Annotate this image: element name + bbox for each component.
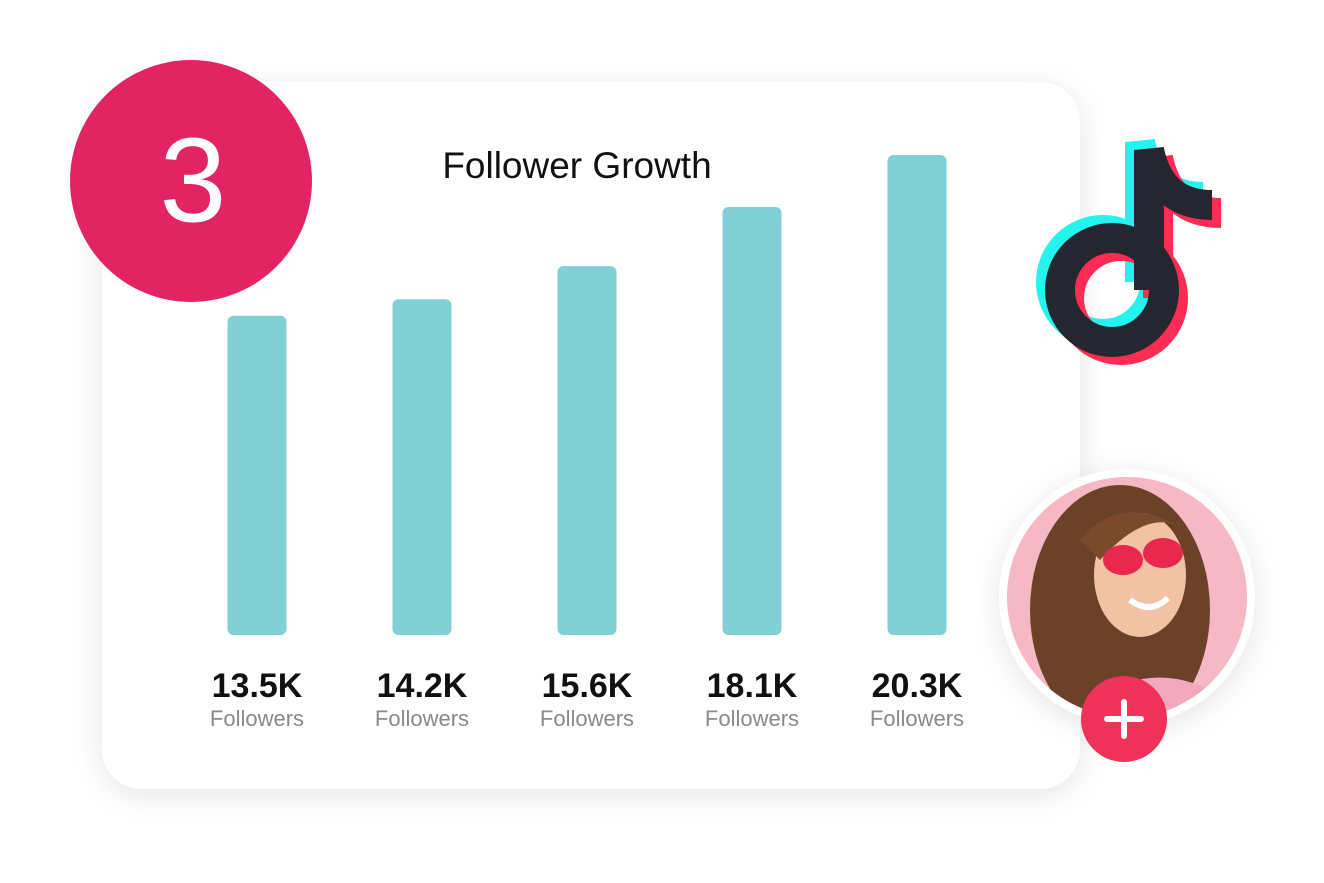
- value-label: 15.6K: [542, 667, 633, 705]
- step-number: 3: [160, 114, 227, 248]
- bar: [887, 155, 947, 635]
- bar: [722, 207, 782, 635]
- chart-title: Follower Growth: [442, 145, 711, 186]
- bar: [227, 315, 287, 635]
- category-label: Followers: [540, 706, 634, 731]
- value-label: 20.3K: [872, 667, 963, 705]
- value-label: 14.2K: [377, 667, 468, 705]
- category-label: Followers: [210, 706, 304, 731]
- category-label: Followers: [870, 706, 964, 731]
- bar: [557, 266, 617, 635]
- value-label: 13.5K: [212, 667, 303, 705]
- value-label: 18.1K: [707, 667, 798, 705]
- category-label: Followers: [705, 706, 799, 731]
- bar: [392, 299, 452, 635]
- category-label: Followers: [375, 706, 469, 731]
- follow-button[interactable]: [1081, 676, 1167, 762]
- plus-icon[interactable]: [1104, 699, 1144, 739]
- step-badge: [70, 60, 312, 302]
- tiktok-logo: [1036, 138, 1222, 365]
